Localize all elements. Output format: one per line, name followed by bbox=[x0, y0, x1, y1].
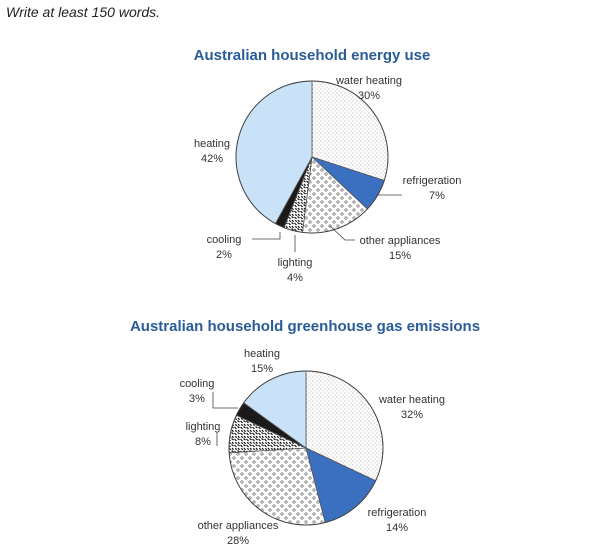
chart-2-label-cooling-name: cooling bbox=[180, 378, 215, 390]
chart-1-label-other-appliances-name: other appliances bbox=[360, 235, 441, 247]
chart-1-pie bbox=[235, 80, 389, 234]
chart-2-label-other-appliances: other appliances 28% bbox=[198, 520, 279, 547]
chart-2-label-lighting-name: lighting bbox=[186, 421, 221, 433]
chart-1-label-lighting-value: 4% bbox=[287, 272, 303, 284]
chart-2-label-cooling: cooling 3% bbox=[180, 378, 238, 409]
chart-2-label-refrigeration: refrigeration 14% bbox=[368, 507, 427, 534]
chart-2-label-heating: heating 15% bbox=[244, 348, 280, 375]
chart-2-label-refrigeration-name: refrigeration bbox=[368, 507, 427, 519]
chart-1-label-other-appliances-value: 15% bbox=[389, 250, 411, 262]
chart-2-label-water-heating: water heating 32% bbox=[378, 394, 445, 421]
chart-1-label-other-appliances: other appliances 15% bbox=[329, 225, 441, 262]
chart-2-label-refrigeration-value: 14% bbox=[386, 522, 408, 534]
chart-1-label-refrigeration-value: 7% bbox=[429, 190, 445, 202]
chart-2-label-heating-value: 15% bbox=[251, 363, 273, 375]
chart-1-label-lighting-name: lighting bbox=[278, 257, 313, 269]
chart-1-label-cooling-value: 2% bbox=[216, 249, 232, 261]
chart-1-label-cooling: cooling 2% bbox=[207, 232, 281, 261]
chart-2-label-water-heating-name: water heating bbox=[378, 394, 445, 406]
chart-2-label-heating-name: heating bbox=[244, 348, 280, 360]
chart-1-label-water-heating-value: 30% bbox=[358, 90, 380, 102]
chart-1-label-heating-value: 42% bbox=[201, 153, 223, 165]
instruction-text: Write at least 150 words. bbox=[6, 4, 161, 20]
chart-1-title: Australian household energy use bbox=[194, 47, 431, 64]
chart-2-label-cooling-value: 3% bbox=[189, 393, 205, 405]
chart-2-label-other-appliances-value: 28% bbox=[227, 535, 249, 547]
chart-2-pie-outline bbox=[228, 370, 384, 526]
chart-2-label-water-heating-value: 32% bbox=[401, 409, 423, 421]
chart-2-label-other-appliances-name: other appliances bbox=[198, 520, 279, 532]
chart-2-title: Australian household greenhouse gas emis… bbox=[130, 318, 480, 335]
chart-1-label-lighting: lighting 4% bbox=[278, 235, 313, 284]
chart-1-label-water-heating: water heating 30% bbox=[335, 75, 402, 102]
chart-2-pie bbox=[228, 370, 384, 526]
chart-1-label-refrigeration: refrigeration 7% bbox=[376, 175, 461, 202]
chart-1-label-refrigeration-name: refrigeration bbox=[403, 175, 462, 187]
chart-2-label-lighting-value: 8% bbox=[195, 436, 211, 448]
chart-1-label-heating-name: heating bbox=[194, 138, 230, 150]
chart-1-pie-outline bbox=[235, 80, 389, 234]
chart-1-label-cooling-name: cooling bbox=[207, 234, 242, 246]
chart-2-label-lighting: lighting 8% bbox=[186, 421, 221, 448]
chart-1-label-water-heating-name: water heating bbox=[335, 75, 402, 87]
chart-1-label-heating: heating 42% bbox=[194, 138, 230, 165]
